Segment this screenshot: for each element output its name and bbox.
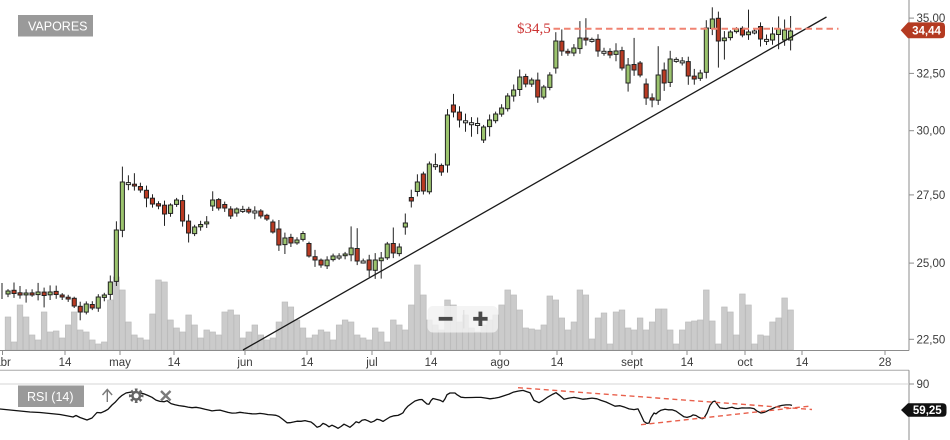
svg-text:14: 14 (59, 357, 72, 369)
svg-text:ago: ago (490, 357, 509, 369)
svg-text:RSI (14): RSI (14) (27, 390, 74, 404)
svg-text:34,44: 34,44 (912, 25, 941, 37)
svg-text:14: 14 (301, 357, 314, 369)
svg-text:14: 14 (425, 357, 438, 369)
svg-text:14: 14 (681, 357, 694, 369)
svg-text:59,25: 59,25 (913, 405, 942, 417)
svg-text:VAPORES: VAPORES (28, 20, 88, 34)
svg-text:27,50: 27,50 (917, 190, 946, 202)
svg-text:35,00: 35,00 (917, 13, 946, 25)
svg-text:90: 90 (917, 379, 930, 391)
svg-text:25,00: 25,00 (917, 258, 946, 270)
svg-text:sept: sept (621, 357, 644, 369)
svg-text:14: 14 (551, 357, 564, 369)
svg-text:22,50: 22,50 (917, 334, 946, 346)
svg-text:abr: abr (0, 357, 11, 369)
svg-text:jun: jun (236, 357, 252, 369)
svg-text:14: 14 (168, 357, 181, 369)
svg-text:32,50: 32,50 (917, 68, 946, 80)
svg-text:jul: jul (365, 357, 378, 369)
svg-text:$34,5: $34,5 (517, 21, 551, 37)
svg-text:may: may (109, 357, 131, 369)
svg-text:28: 28 (879, 357, 892, 369)
svg-text:14: 14 (796, 357, 809, 369)
svg-text:oct: oct (737, 357, 753, 369)
svg-text:30,00: 30,00 (917, 126, 946, 138)
